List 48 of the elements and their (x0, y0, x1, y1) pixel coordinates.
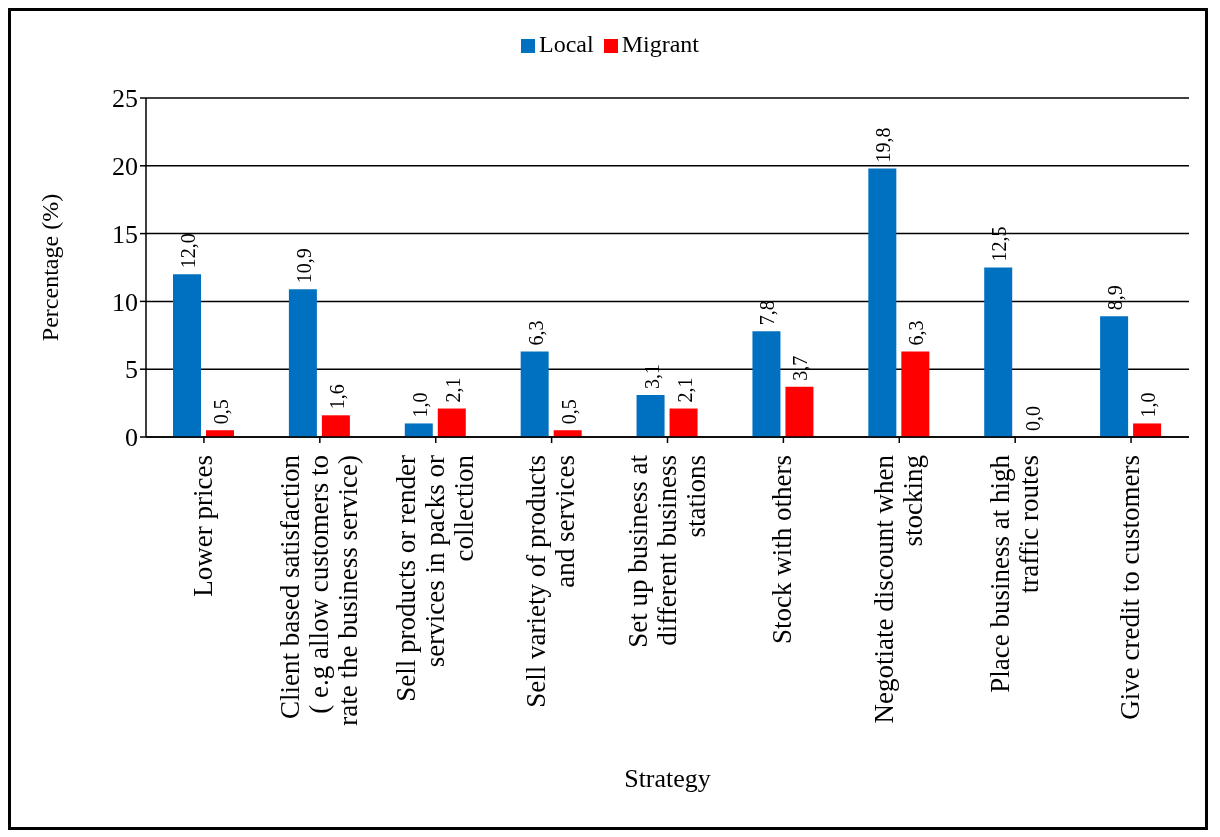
x-tick-label: Lower prices (187, 455, 218, 597)
data-label: 10,9 (292, 248, 315, 284)
data-label: 2,1 (441, 377, 464, 403)
bar (173, 274, 201, 437)
data-label: 0,0 (1021, 406, 1044, 431)
x-tick-label: Give credit to customers (1115, 455, 1146, 720)
data-label: 1,6 (325, 384, 348, 410)
bar (288, 289, 317, 437)
data-label: 12,0 (177, 233, 199, 269)
data-label: 7,8 (756, 300, 779, 326)
bar (669, 408, 698, 437)
bar (321, 415, 350, 437)
y-tick-label: 20 (112, 152, 138, 182)
legend-label: Migrant (621, 31, 699, 57)
bar (1100, 316, 1129, 437)
bar (520, 351, 549, 437)
data-label: 19,8 (872, 127, 895, 163)
data-label: 1,0 (408, 392, 431, 418)
data-label: 8,9 (1104, 285, 1127, 311)
bar (437, 408, 466, 437)
bar (752, 331, 781, 437)
data-label: 3,1 (640, 363, 663, 389)
x-tick-label: Client based satisfaction ( e.g allow customers to rate the business service) (274, 454, 363, 726)
x-axis-title: Strategy (624, 764, 711, 793)
y-tick-label: 15 (112, 219, 138, 249)
data-label: 2,1 (673, 377, 696, 403)
bar (868, 168, 897, 437)
data-label: 6,3 (905, 320, 928, 346)
bar (901, 351, 930, 437)
bar (785, 386, 814, 437)
y-tick-label: 0 (125, 423, 138, 453)
data-label: 1,0 (1137, 392, 1160, 418)
x-tick-label: Stock with others (767, 455, 798, 644)
legend-label: Local (539, 31, 594, 57)
x-tick-label: Negotiate discount when stocking (868, 454, 928, 724)
bar (984, 267, 1013, 437)
data-label: 12,5 (988, 226, 1011, 262)
data-label: 3,7 (789, 355, 812, 381)
data-label: 0,5 (210, 399, 232, 425)
y-tick-label: 25 (112, 84, 138, 114)
bar (636, 394, 665, 437)
data-label: 0,5 (557, 399, 580, 425)
data-label: 6,3 (524, 320, 547, 346)
y-tick-label: 5 (125, 355, 138, 385)
bar (1133, 423, 1162, 437)
y-tick-label: 10 (112, 287, 138, 317)
y-axis-title: Percentage (%) (36, 193, 63, 342)
bar (404, 423, 433, 437)
